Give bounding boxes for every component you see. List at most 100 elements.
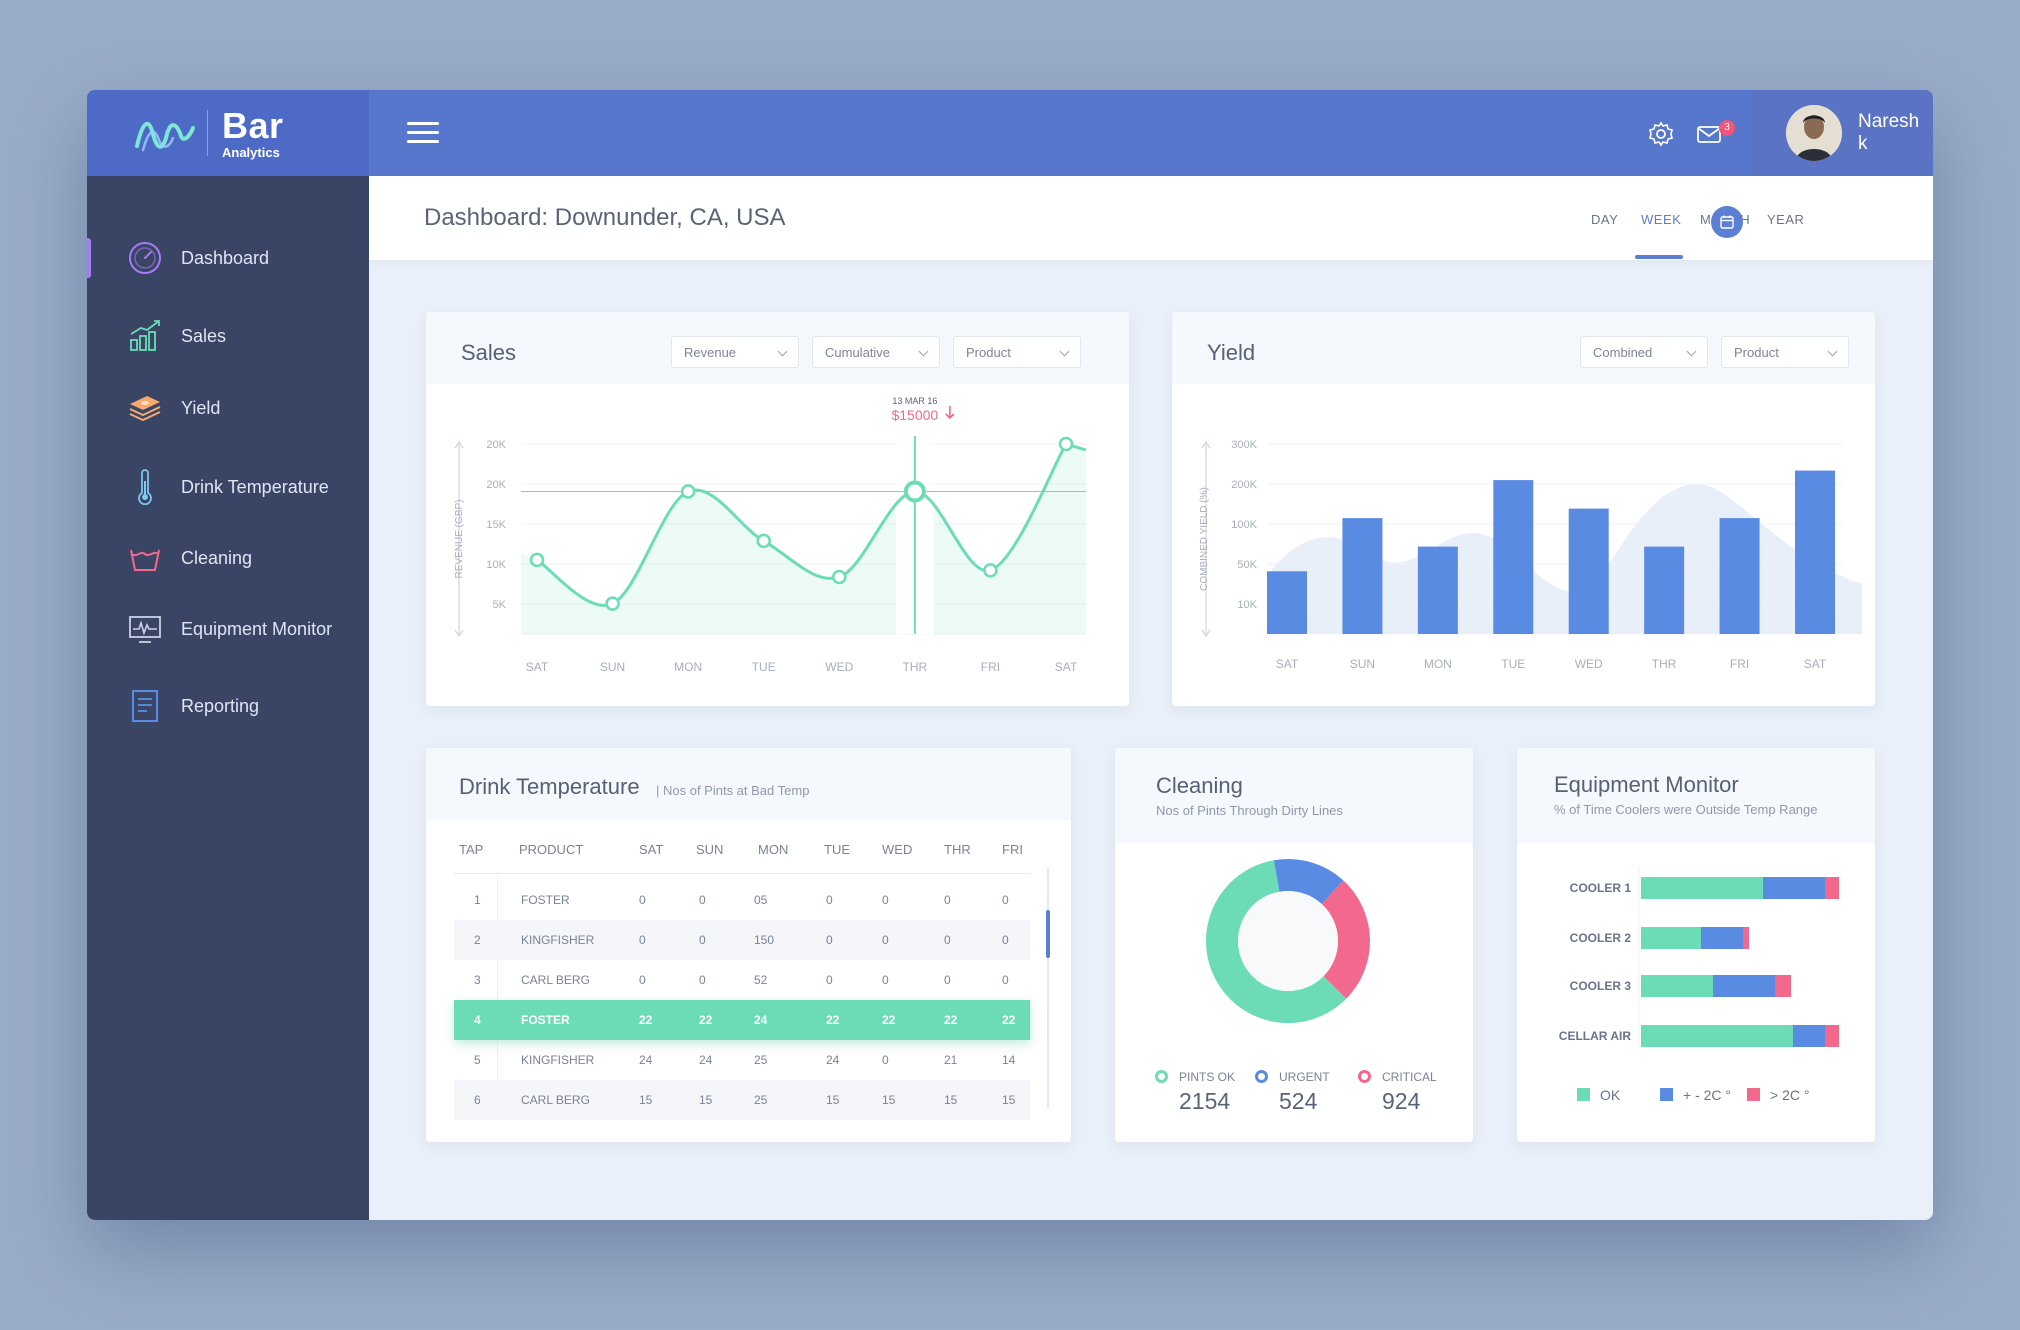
- yield-bar: [1267, 571, 1307, 634]
- yield-bar-chart: COMBINED YIELD (%) 300K 200K 100K 50K 10K SA…: [1199, 439, 1862, 671]
- product-name: CARL BERG: [521, 973, 590, 987]
- pint-count: 0: [882, 973, 889, 987]
- table-header-sat: SAT: [639, 842, 664, 857]
- hamburger-menu-icon[interactable]: [407, 122, 439, 144]
- pint-count: 0: [826, 973, 833, 987]
- equipment-bar-segment: [1641, 975, 1713, 997]
- legend-ring-icon: [1155, 1070, 1168, 1083]
- table-row[interactable]: 3 CARL BERG 0 0 52 0 0 0 0: [454, 960, 1030, 1000]
- equipment-monitor-card: Equipment Monitor % of Time Coolers were…: [1517, 748, 1875, 1142]
- table-row[interactable]: 5 KINGFISHER 24 24 25 24 0 21 14: [454, 1040, 1030, 1080]
- sales-y-tick: 20K: [486, 479, 506, 491]
- equipment-bar-segment: [1641, 1025, 1793, 1047]
- table-row[interactable]: 4 FOSTER 22 22 24 22 22 22 22: [454, 1000, 1030, 1040]
- product-dropdown[interactable]: Product: [953, 336, 1081, 368]
- cleaning-title: Cleaning: [1156, 773, 1243, 798]
- pint-count: 0: [826, 933, 833, 947]
- cleaning-donut-chart: [1206, 859, 1370, 1023]
- chevron-down-icon: [1931, 132, 1933, 134]
- table-header-wed: WED: [882, 842, 913, 857]
- sales-point: [1058, 436, 1074, 452]
- sidebar-item-label: Equipment Monitor: [181, 618, 333, 639]
- yield-y-tick: 100K: [1231, 519, 1257, 531]
- table-header-tap: TAP: [459, 842, 484, 857]
- yield-product-dropdown[interactable]: Product: [1721, 336, 1849, 368]
- yield-x-tick: TUE: [1501, 657, 1525, 671]
- donut-slice-urgent: [1273, 859, 1344, 905]
- table-header-sun: SUN: [696, 842, 724, 857]
- table-row[interactable]: 2 KINGFISHER 0 0 150 0 0 0 0: [454, 920, 1030, 960]
- user-menu[interactable]: Naresh k: [1751, 90, 1933, 176]
- equipment-bar-segment: [1763, 877, 1825, 899]
- cleaning-subtitle: Nos of Pints Through Dirty Lines: [1156, 803, 1343, 818]
- product-name: KINGFISHER: [521, 933, 595, 947]
- sidebar-item-drink-temperature[interactable]: Drink Temperature: [87, 459, 369, 515]
- legend-label: PINTS OK: [1179, 1070, 1236, 1084]
- tab-year[interactable]: YEAR: [1767, 212, 1805, 227]
- equipment-bar-segment: [1641, 927, 1701, 949]
- sales-card: Sales Revenue Cumulative Product REVENUE…: [426, 312, 1129, 706]
- tap-number: 3: [474, 973, 481, 987]
- legend-item: > 2C °: [1747, 1086, 1809, 1104]
- pint-count: 05: [754, 893, 768, 907]
- wave-logo-icon: [135, 121, 195, 152]
- legend-label: OK: [1600, 1086, 1621, 1103]
- pint-count: 24: [826, 1053, 840, 1067]
- sidebar-item-cleaning[interactable]: Cleaning: [87, 530, 369, 586]
- table-row[interactable]: 6 CARL BERG 15 15 25 15 15 15 15: [454, 1080, 1030, 1120]
- sidebar-item-yield[interactable]: Yield: [87, 380, 369, 436]
- yield-x-tick: SAT: [1804, 657, 1827, 671]
- equipment-bar-segment: [1641, 877, 1763, 899]
- sidebar-item-dashboard[interactable]: Dashboard: [87, 230, 369, 286]
- sales-y-tick: 15K: [486, 519, 506, 531]
- brand-subtitle: Analytics: [222, 144, 280, 160]
- yield-bar: [1342, 518, 1383, 634]
- sidebar-item-reporting[interactable]: Reporting: [87, 678, 369, 734]
- equipment-row-label: COOLER 2: [1570, 931, 1632, 945]
- yield-x-tick: SAT: [1276, 657, 1299, 671]
- sidebar-item-equipment-monitor[interactable]: Equipment Monitor: [87, 601, 369, 657]
- sales-line-chart: REVENUE (GBP) 20K 20K 15K 10K 5K SAT SUN MON TU…: [454, 396, 1087, 674]
- document-icon: [132, 690, 158, 722]
- cleaning-card: Cleaning Nos of Pints Through Dirty Line…: [1115, 748, 1473, 1142]
- mail-icon[interactable]: [1695, 120, 1723, 148]
- pint-count: 14: [1002, 1053, 1016, 1067]
- legend-value: 2154: [1179, 1088, 1231, 1114]
- drink-temperature-card: Drink Temperature | Nos of Pints at Bad …: [426, 748, 1071, 1142]
- pint-count: 15: [639, 1093, 653, 1107]
- table-header-thr: THR: [944, 842, 971, 857]
- yield-title: Yield: [1207, 340, 1256, 365]
- pint-count: 150: [754, 933, 775, 947]
- pint-count: 0: [699, 933, 706, 947]
- monitor-pulse-icon: [129, 616, 161, 643]
- sidebar-item-sales[interactable]: Sales: [87, 308, 369, 364]
- legend-value: 524: [1279, 1088, 1318, 1114]
- table-scrollbar-thumb[interactable]: [1046, 910, 1050, 958]
- calendar-button[interactable]: [1711, 206, 1743, 238]
- sales-point: [529, 552, 545, 568]
- product-name: CARL BERG: [521, 1093, 590, 1107]
- revenue-dropdown[interactable]: Revenue: [671, 336, 799, 368]
- user-avatar-icon: [1786, 105, 1842, 161]
- legend-item: OK: [1577, 1086, 1620, 1104]
- combined-dropdown[interactable]: Combined: [1580, 336, 1708, 368]
- pint-count: 0: [826, 893, 833, 907]
- cumulative-dropdown[interactable]: Cumulative: [812, 336, 940, 368]
- brand-logo[interactable]: Bar Analytics: [87, 90, 369, 176]
- table-row[interactable]: 1 FOSTER 0 0 05 0 0 0 0: [454, 880, 1030, 920]
- gear-icon[interactable]: [1647, 120, 1675, 148]
- pint-count: 21: [944, 1053, 958, 1067]
- yield-x-tick: WED: [1575, 657, 1603, 671]
- thermometer-icon: [138, 469, 152, 505]
- pint-count: 0: [1002, 893, 1009, 907]
- pint-count: 0: [882, 893, 889, 907]
- tab-week[interactable]: WEEK: [1641, 212, 1682, 227]
- yield-x-tick: SUN: [1350, 657, 1375, 671]
- pint-count: 0: [639, 933, 646, 947]
- tab-day[interactable]: DAY: [1591, 212, 1619, 227]
- product-name: FOSTER: [521, 1013, 570, 1027]
- equipment-bar-segment: [1713, 975, 1775, 997]
- table-column-divider: [497, 874, 498, 1114]
- yield-bar: [1644, 546, 1685, 634]
- legend-swatch: [1660, 1088, 1673, 1102]
